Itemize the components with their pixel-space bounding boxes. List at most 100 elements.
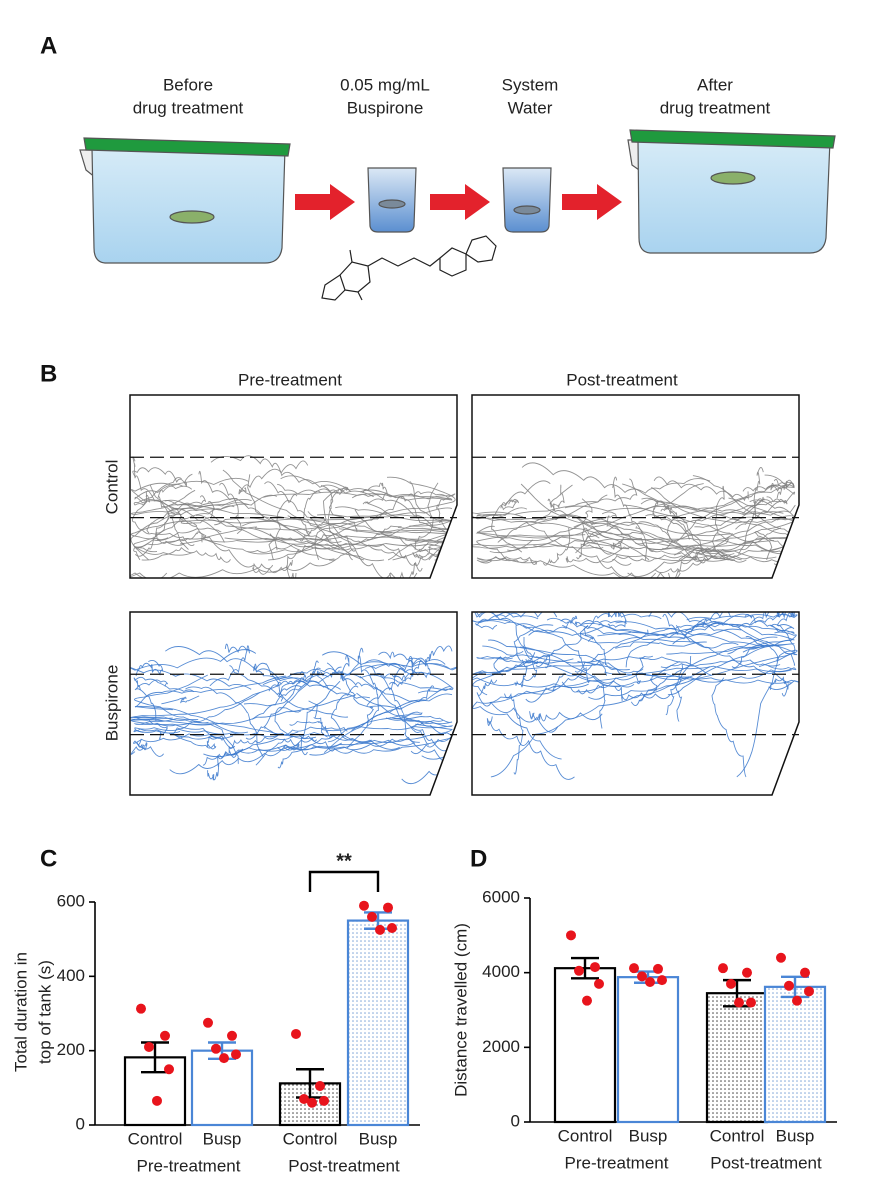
data-point: [590, 962, 600, 973]
track: [562, 624, 679, 644]
track: [695, 536, 795, 561]
data-point: [387, 923, 397, 934]
tank: [627, 129, 836, 254]
bar-chart: C Total duration in top of tank (s) 0 200 400…: [11, 845, 420, 1175]
track: [320, 485, 358, 533]
track: [389, 715, 453, 725]
track: [409, 481, 456, 543]
track: [331, 506, 453, 550]
data-point: [800, 967, 810, 978]
panel-label: B: [40, 360, 57, 387]
track: [146, 495, 207, 534]
track: [476, 534, 586, 561]
track: [664, 474, 795, 518]
tank-outline: [471, 394, 800, 579]
bar-chart: D Distance travelled (cm) 0 2000 4000 6000 Con…: [451, 845, 837, 1172]
track: [635, 526, 702, 562]
track: [130, 738, 148, 755]
track: [388, 659, 422, 688]
track: [268, 495, 404, 561]
data-point: [383, 902, 393, 913]
bar: [553, 967, 617, 1124]
track: [561, 672, 692, 695]
track: [630, 661, 680, 706]
track: [287, 515, 392, 534]
track: [286, 534, 335, 578]
track: [665, 656, 692, 716]
track: [674, 499, 795, 556]
track: [676, 498, 765, 524]
y-tick-label: 0: [76, 1114, 85, 1133]
x-tick-label: Busp: [359, 1129, 398, 1148]
track: [299, 487, 348, 542]
track: [514, 625, 538, 686]
track: [141, 546, 231, 563]
track: [607, 612, 627, 628]
track: [769, 676, 789, 697]
beaker: [502, 167, 552, 233]
track: [482, 645, 630, 671]
track: [180, 501, 215, 527]
track: [583, 620, 628, 642]
data-point: [375, 924, 385, 935]
track: [134, 497, 238, 557]
data-point: [160, 1030, 170, 1041]
track: [130, 477, 249, 543]
track: [472, 652, 604, 675]
track: [330, 685, 359, 741]
bar: [346, 919, 410, 1127]
track: [351, 711, 423, 731]
track: [662, 484, 780, 550]
track: [666, 507, 730, 561]
track: [507, 511, 618, 552]
data-point: [319, 1095, 329, 1106]
track: [175, 735, 219, 750]
track: [247, 474, 342, 543]
data-point: [726, 978, 736, 989]
track: [565, 556, 632, 566]
step-caption: 0.05 mg/mL: [340, 75, 430, 94]
track: [224, 535, 453, 543]
track: [486, 716, 575, 780]
track: [130, 494, 278, 561]
x-tick-label: Control: [558, 1126, 613, 1145]
track: [134, 527, 222, 556]
track: [134, 727, 299, 738]
track: [610, 537, 637, 550]
track: [546, 617, 696, 643]
x-tick-label: Busp: [629, 1126, 668, 1145]
track: [684, 612, 795, 632]
track: [580, 633, 644, 674]
track: [130, 684, 281, 724]
track: [303, 490, 357, 550]
track: [694, 484, 796, 528]
y-axis-label: Total duration in: [11, 952, 30, 1072]
track: [535, 624, 589, 667]
data-point: [653, 963, 663, 974]
tank-outline: [129, 394, 458, 579]
track: [476, 678, 559, 733]
track: [525, 521, 681, 578]
track: [385, 717, 456, 755]
track: [340, 654, 359, 682]
track: [274, 706, 302, 738]
data-point: [164, 1064, 174, 1075]
track: [130, 694, 357, 726]
track: [601, 539, 774, 561]
track: [660, 659, 781, 668]
track: [581, 498, 612, 555]
track: [647, 527, 782, 552]
track: [627, 497, 796, 577]
track: [552, 672, 635, 692]
track: [265, 663, 349, 718]
track: [529, 711, 603, 722]
track: [580, 622, 742, 639]
significance-label: **: [336, 850, 352, 872]
track: [330, 530, 406, 559]
track: [408, 645, 453, 667]
track: [731, 644, 779, 669]
track: [493, 656, 574, 676]
track: [317, 476, 456, 518]
track: [202, 742, 343, 766]
arrow: [295, 184, 622, 220]
